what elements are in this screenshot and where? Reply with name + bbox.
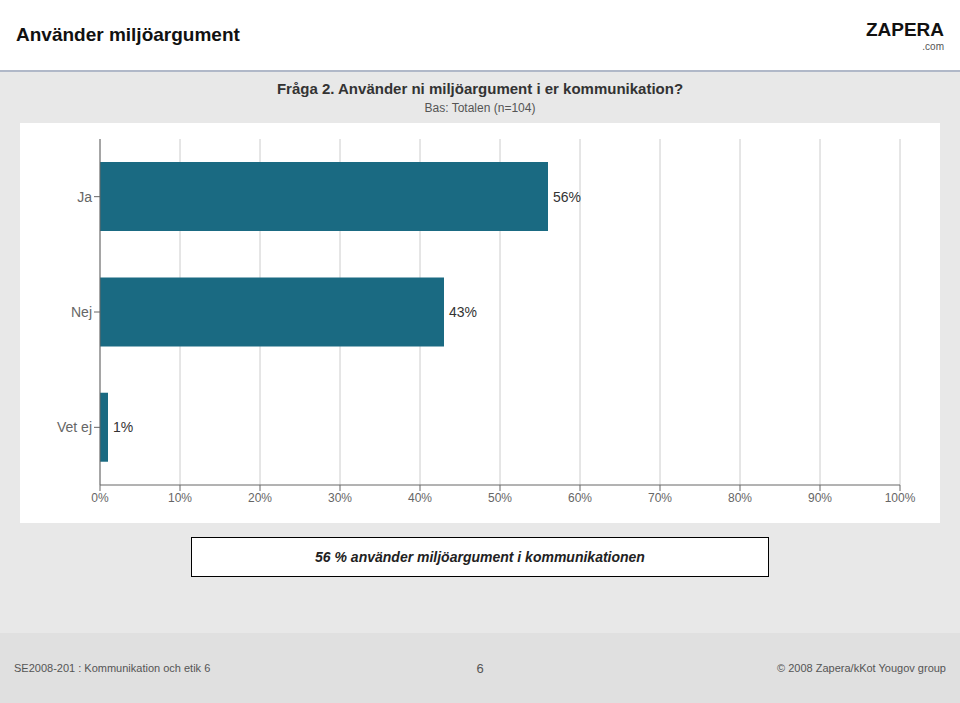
- html-text:.com: .com: [922, 40, 944, 52]
- svg-text:43%: 43%: [449, 304, 477, 320]
- svg-text:30%: 30%: [328, 491, 352, 505]
- svg-text:20%: 20%: [248, 491, 272, 505]
- svg-text:100%: 100%: [885, 491, 916, 505]
- html-text:Fråga 2. Använder ni miljöargu: Fråga 2. Använder ni miljöargument i er …: [276, 80, 684, 97]
- html-text:Bas: Totalen (n=104): Bas: Totalen (n=104): [424, 101, 536, 115]
- html-text:ZAPERA: ZAPERA: [865, 18, 944, 40]
- svg-text:80%: 80%: [728, 491, 752, 505]
- svg-text:Vet ej: Vet ej: [57, 419, 92, 435]
- html-text:6: 6: [476, 660, 484, 676]
- svg-text:40%: 40%: [408, 491, 432, 505]
- html-text:SE2008-201 : Kommunikation och: SE2008-201 : Kommunikation och etik 6: [14, 662, 211, 674]
- svg-text:50%: 50%: [488, 491, 512, 505]
- html-text:© 2008 Zapera/kKot Yougov grou: © 2008 Zapera/kKot Yougov group: [777, 662, 946, 674]
- svg-text:Nej: Nej: [71, 304, 92, 320]
- svg-text:60%: 60%: [568, 491, 592, 505]
- svg-text:0%: 0%: [91, 491, 109, 505]
- svg-text:Ja: Ja: [77, 189, 92, 205]
- html-text:56 % använder miljöargument i: 56 % använder miljöargument i kommunikat…: [315, 549, 645, 565]
- svg-text:70%: 70%: [648, 491, 672, 505]
- svg-text:56%: 56%: [553, 189, 581, 205]
- svg-text:1%: 1%: [113, 419, 133, 435]
- html-text:Använder miljöargument: Använder miljöargument: [16, 24, 240, 45]
- svg-text:10%: 10%: [168, 491, 192, 505]
- svg-text:90%: 90%: [808, 491, 832, 505]
